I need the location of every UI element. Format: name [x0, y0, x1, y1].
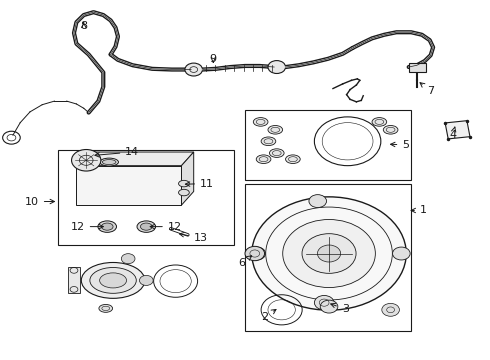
Ellipse shape	[90, 267, 136, 293]
Ellipse shape	[372, 118, 387, 126]
Text: 11: 11	[185, 179, 214, 189]
Ellipse shape	[81, 262, 145, 298]
Text: 6: 6	[238, 256, 252, 268]
Ellipse shape	[268, 126, 283, 134]
Polygon shape	[76, 152, 194, 166]
Text: 10: 10	[25, 197, 54, 207]
Circle shape	[268, 60, 286, 73]
Polygon shape	[68, 267, 80, 293]
Ellipse shape	[383, 126, 398, 134]
Ellipse shape	[270, 149, 284, 157]
Ellipse shape	[141, 223, 152, 230]
Ellipse shape	[178, 180, 189, 187]
Circle shape	[248, 247, 266, 260]
Circle shape	[283, 220, 375, 288]
Text: 1: 1	[411, 206, 427, 216]
Ellipse shape	[100, 158, 119, 166]
Circle shape	[309, 195, 326, 208]
Ellipse shape	[99, 273, 126, 288]
Circle shape	[252, 197, 406, 310]
Text: 3: 3	[331, 303, 349, 314]
Ellipse shape	[137, 221, 156, 232]
Ellipse shape	[98, 221, 117, 232]
Circle shape	[140, 275, 153, 285]
Circle shape	[320, 300, 338, 313]
Circle shape	[318, 245, 341, 262]
Circle shape	[392, 247, 410, 260]
Bar	[58, 149, 234, 244]
Text: 12: 12	[150, 222, 182, 231]
Circle shape	[382, 303, 399, 316]
Ellipse shape	[253, 118, 268, 126]
Circle shape	[315, 296, 334, 310]
Polygon shape	[76, 166, 181, 205]
Circle shape	[185, 63, 202, 76]
Polygon shape	[181, 152, 194, 205]
Text: 12: 12	[71, 222, 103, 231]
Polygon shape	[445, 121, 470, 139]
Text: 5: 5	[391, 140, 409, 150]
Text: 13: 13	[179, 233, 208, 243]
Ellipse shape	[261, 137, 276, 145]
Bar	[245, 110, 411, 180]
Ellipse shape	[102, 159, 116, 165]
Text: 9: 9	[210, 54, 217, 64]
Ellipse shape	[286, 155, 300, 163]
Ellipse shape	[101, 223, 113, 230]
Ellipse shape	[256, 155, 271, 163]
Bar	[245, 184, 411, 330]
Text: 2: 2	[261, 310, 276, 322]
Circle shape	[72, 149, 101, 171]
Circle shape	[302, 234, 356, 273]
Text: 4: 4	[449, 127, 456, 140]
Circle shape	[122, 254, 135, 264]
Text: 14: 14	[95, 147, 140, 157]
Text: 8: 8	[80, 21, 87, 31]
Text: 7: 7	[420, 83, 434, 96]
Ellipse shape	[178, 189, 189, 196]
Ellipse shape	[99, 305, 113, 312]
Circle shape	[245, 246, 265, 261]
Bar	[409, 63, 426, 72]
